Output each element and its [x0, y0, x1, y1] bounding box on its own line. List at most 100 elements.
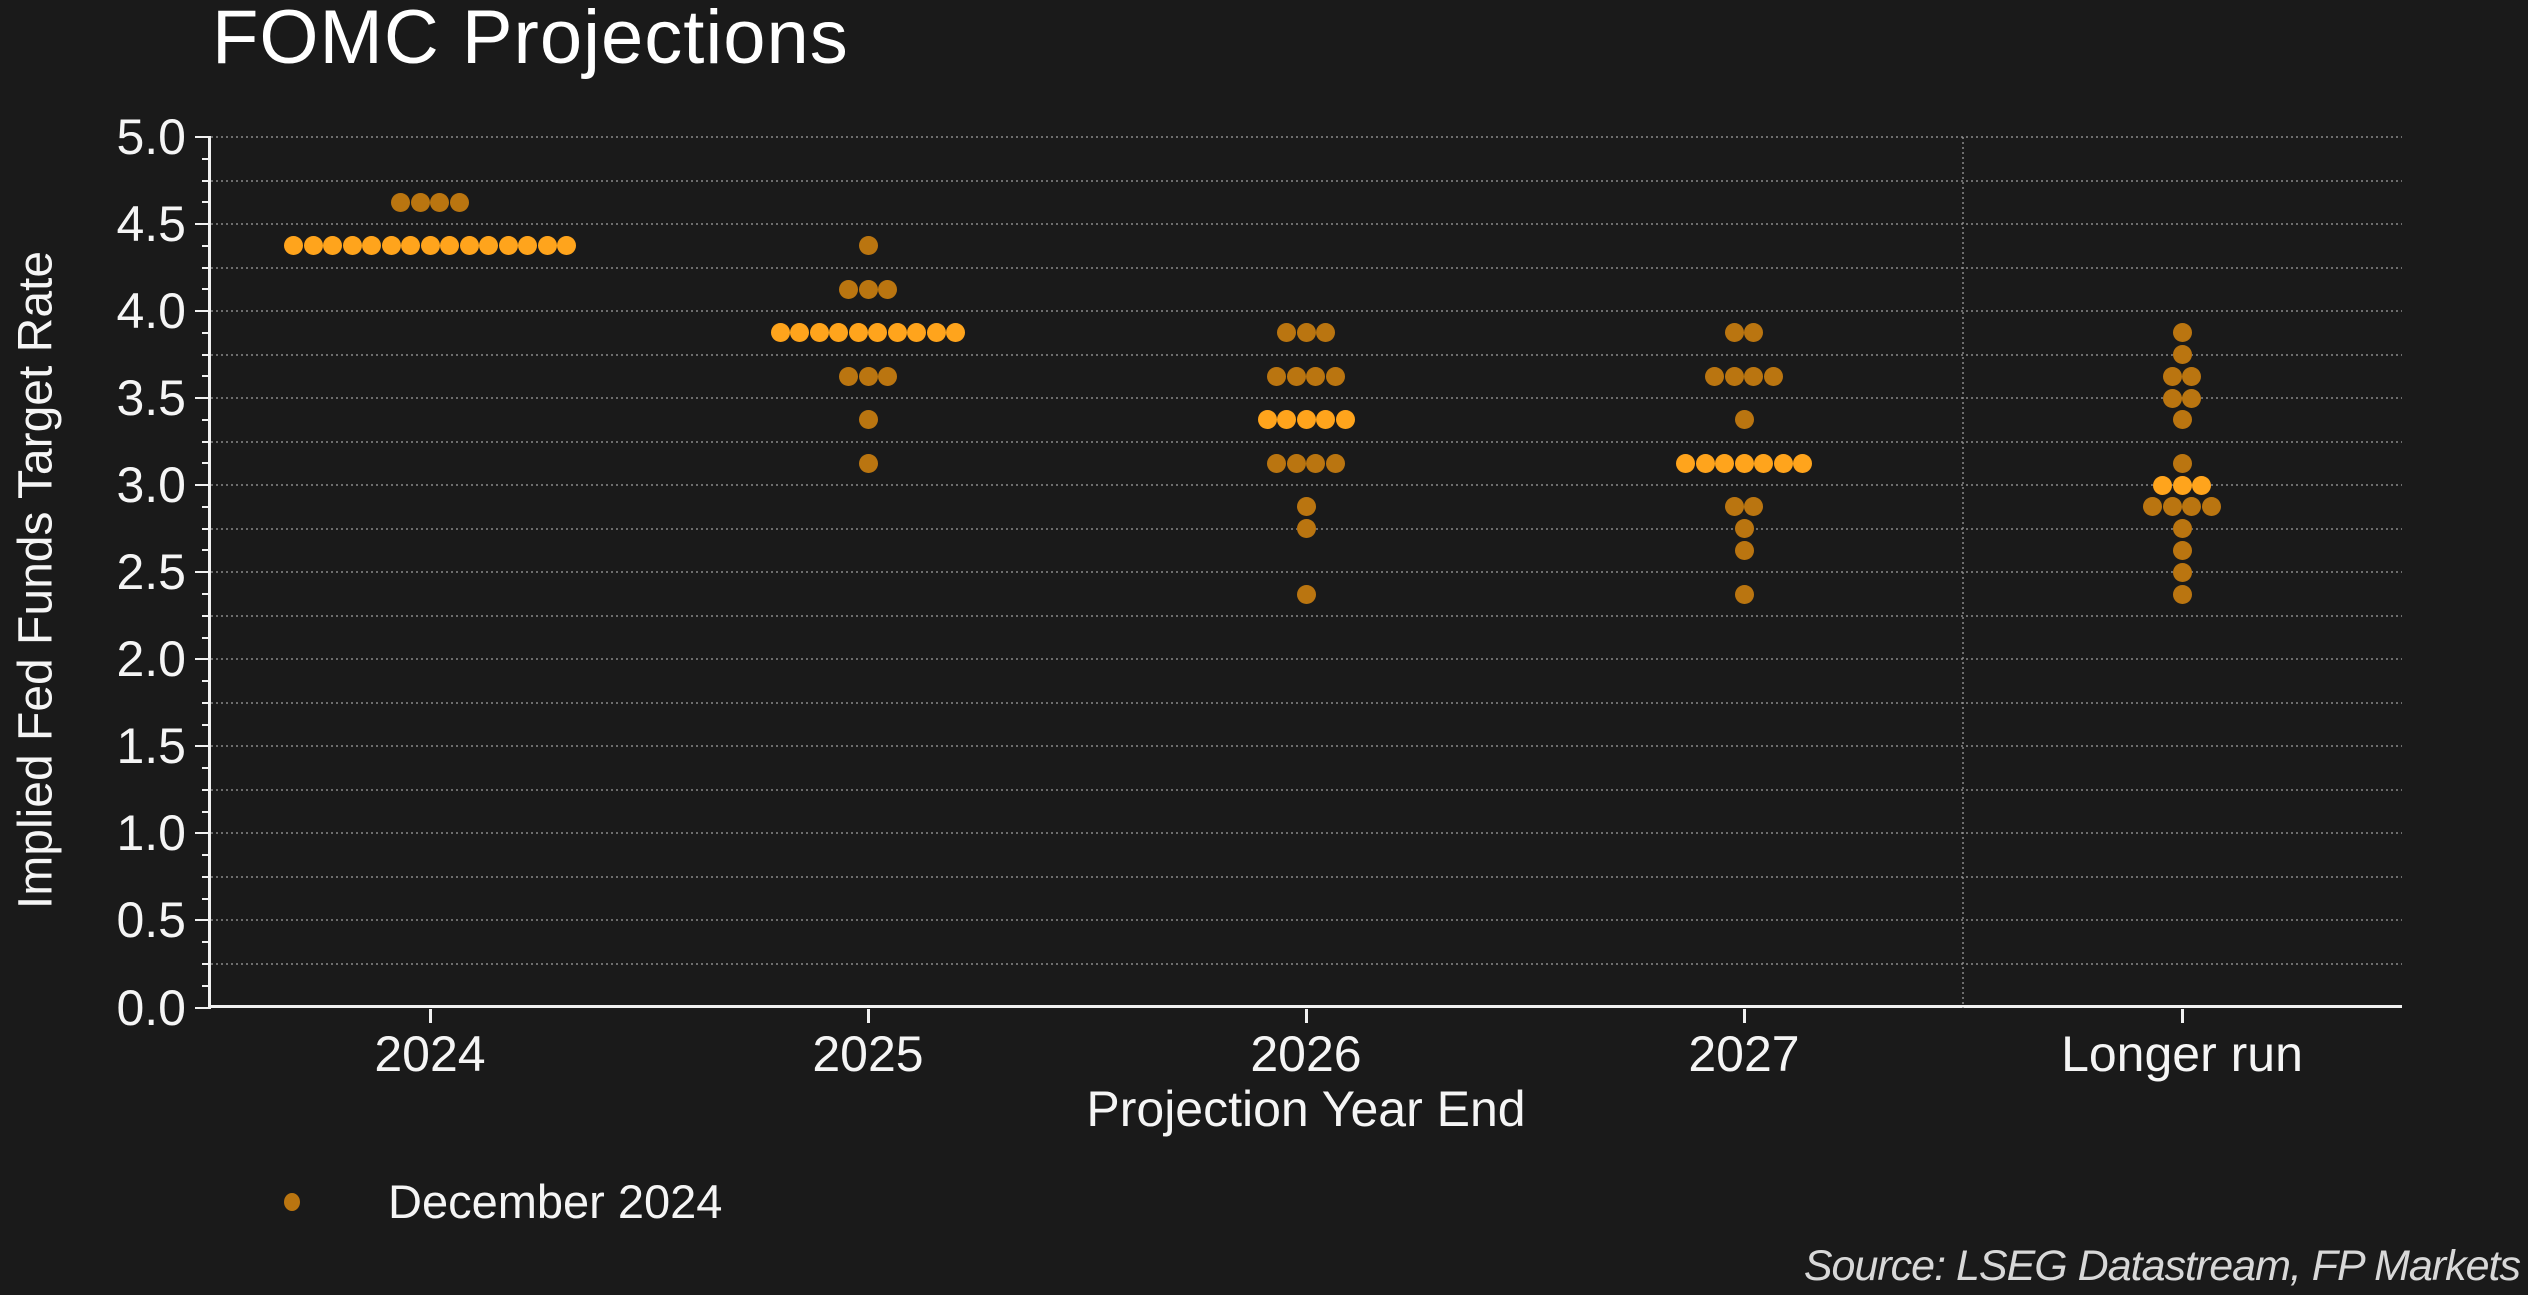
gridline-horizontal — [211, 788, 2402, 791]
y-axis-tick — [195, 658, 211, 661]
projection-dot — [381, 236, 401, 256]
y-axis-tick — [202, 614, 211, 617]
projection-dot — [1257, 410, 1277, 430]
projection-dot — [770, 323, 790, 343]
y-axis-tick — [195, 223, 211, 226]
projection-dot — [839, 366, 858, 386]
projection-dot — [323, 236, 342, 256]
projection-dot — [1744, 323, 1764, 343]
projection-dot — [1296, 497, 1316, 517]
y-axis-tick — [202, 962, 211, 965]
y-axis-tick — [202, 288, 211, 291]
projection-dot — [809, 323, 829, 343]
projection-dot — [1296, 519, 1316, 539]
projection-dot — [829, 323, 849, 343]
projection-dot — [858, 366, 878, 386]
y-axis-tick — [202, 593, 211, 595]
projection-dot — [2172, 453, 2192, 473]
projection-dot — [839, 279, 858, 299]
projection-dot — [284, 236, 303, 256]
x-tick-label: Longer run — [2061, 1026, 2303, 1082]
projection-dot — [1316, 323, 1335, 343]
projection-dot — [1763, 366, 1783, 386]
y-axis-tick — [202, 440, 211, 443]
projection-dot — [2172, 323, 2192, 343]
projection-dot — [1296, 584, 1316, 604]
projection-dot — [1754, 453, 1773, 473]
projection-dot — [2192, 475, 2211, 495]
gridline-horizontal — [211, 310, 2402, 313]
y-tick-label: 3.0 — [116, 457, 186, 514]
y-tick-label: 2.5 — [116, 544, 186, 601]
projection-dot — [2172, 519, 2192, 539]
y-axis-tick — [202, 701, 211, 704]
gridline-horizontal — [211, 745, 2402, 748]
projection-dot — [946, 323, 966, 343]
y-axis-tick — [195, 919, 211, 922]
projection-dot — [440, 236, 459, 256]
x-axis-tick — [429, 1008, 432, 1023]
source-credit: Source: LSEG Datastream, FP Markets — [1803, 1242, 2521, 1290]
gridline-horizontal — [211, 962, 2402, 965]
y-axis-tick — [202, 984, 211, 987]
y-axis-tick — [202, 353, 211, 356]
gridline-horizontal — [211, 179, 2402, 182]
projection-dot — [557, 236, 576, 256]
projection-dot — [1296, 410, 1316, 430]
projection-dot — [459, 236, 479, 256]
projection-dot — [1306, 453, 1326, 473]
gridline-horizontal — [211, 875, 2402, 878]
projection-dot — [1267, 453, 1287, 473]
projection-dot — [1724, 497, 1744, 517]
y-tick-label: 2.0 — [116, 631, 186, 688]
projection-dot — [2201, 497, 2221, 517]
projection-dot — [878, 366, 897, 386]
projection-dot — [401, 236, 420, 256]
projection-dot — [858, 279, 878, 299]
y-tick-label: 0.5 — [116, 892, 186, 949]
projection-dot — [1676, 453, 1695, 473]
y-axis-tick — [202, 941, 211, 944]
gridline-horizontal — [211, 440, 2402, 443]
y-axis-tick — [195, 745, 211, 748]
y-axis-tick — [202, 875, 211, 878]
x-axis-tick — [1305, 1008, 1308, 1023]
projection-dot — [518, 236, 537, 256]
projection-dot — [449, 192, 469, 212]
y-axis-tick — [195, 397, 211, 400]
y-axis-tick — [195, 1006, 211, 1009]
projection-dot — [1695, 453, 1715, 473]
projection-dot — [1277, 410, 1296, 430]
projection-dot — [1744, 366, 1764, 386]
projection-dot — [1316, 410, 1335, 430]
y-tick-label: 4.5 — [116, 196, 186, 253]
projection-dot — [868, 323, 888, 343]
projection-dot — [1734, 453, 1754, 473]
y-axis-tick — [202, 788, 211, 791]
projection-dot — [2172, 410, 2192, 430]
y-axis-tick — [202, 244, 211, 247]
y-tick-label: 1.0 — [116, 805, 186, 862]
gridline-horizontal — [211, 397, 2402, 400]
projection-dot — [858, 410, 878, 430]
y-axis-tick — [202, 527, 211, 530]
y-axis-tick — [195, 136, 211, 138]
gridline-horizontal — [211, 614, 2402, 617]
projection-dot — [303, 236, 323, 256]
legend-label: December 2024 — [388, 1175, 723, 1228]
projection-dot — [479, 236, 498, 256]
projection-dot — [1724, 366, 1744, 386]
y-axis-tick — [202, 201, 211, 204]
y-tick-label: 4.0 — [116, 283, 186, 340]
x-tick-label: 2025 — [812, 1026, 924, 1082]
projection-dot — [2172, 345, 2192, 365]
gridline-horizontal — [211, 919, 2402, 922]
y-axis-tick — [202, 636, 211, 639]
y-axis-tick — [202, 505, 211, 508]
gridline-horizontal — [211, 701, 2402, 704]
projection-dot — [848, 323, 868, 343]
x-axis-tick — [867, 1008, 870, 1023]
projection-dot — [410, 192, 430, 212]
projection-dot — [391, 192, 411, 212]
